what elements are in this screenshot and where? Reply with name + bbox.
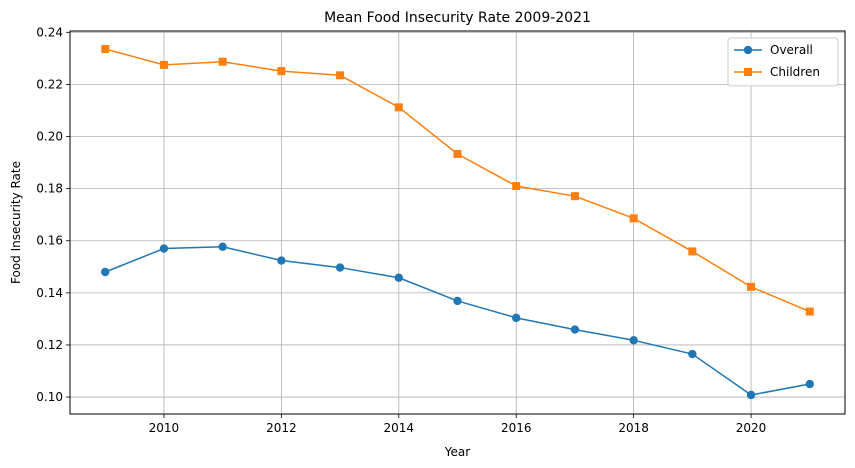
children-data-point — [453, 149, 462, 158]
overall-data-point — [629, 336, 638, 345]
children-data-point — [629, 214, 638, 223]
children-data-point — [805, 307, 814, 316]
children-data-point — [101, 44, 110, 53]
y-tick-label: 0.22 — [36, 77, 63, 91]
overall-data-point — [746, 390, 756, 400]
overall-data-point — [453, 296, 462, 306]
legend: Overall Children — [727, 37, 839, 87]
children-data-point — [159, 60, 168, 69]
overall-legend-marker — [743, 45, 753, 55]
children-data-point — [218, 57, 227, 66]
children-legend-label: Children — [770, 65, 820, 79]
y-tick-label: 0.16 — [36, 234, 63, 248]
overall-data-point — [512, 313, 521, 323]
overall-legend-label: Overall — [770, 43, 813, 57]
y-tick-label: 0.10 — [36, 390, 63, 404]
children-data-point — [336, 71, 345, 80]
plot-frame — [69, 30, 846, 415]
overall-data-point — [218, 242, 227, 251]
x-tick-label: 2012 — [266, 421, 297, 435]
y-tick-label: 0.14 — [36, 286, 63, 300]
y-tick-label: 0.20 — [36, 130, 63, 144]
series-layer — [101, 44, 814, 400]
chart-title: Mean Food Insecurity Rate 2009-2021 — [324, 10, 591, 26]
overall-data-point — [688, 349, 697, 359]
x-axis-title: Year — [444, 445, 470, 459]
overall-data-point — [101, 267, 110, 277]
grid-lines — [70, 31, 845, 414]
x-tick-label: 2018 — [618, 421, 649, 435]
x-tick-label: 2020 — [736, 421, 767, 435]
y-tick-label: 0.18 — [36, 182, 63, 196]
overall-data-point — [159, 244, 169, 253]
children-data-point — [512, 182, 521, 191]
y-tick-label: 0.24 — [36, 25, 63, 39]
children-data-point — [570, 192, 579, 201]
children-data-point — [394, 103, 403, 112]
x-tick-label: 2014 — [384, 421, 415, 435]
x-tick-label: 2016 — [501, 421, 532, 435]
y-axis-title: Food Insecurity Rate — [9, 161, 23, 284]
x-tick-label: 2010 — [149, 421, 180, 435]
overall-data-point — [394, 273, 403, 282]
overall-data-point — [805, 379, 814, 389]
y-tick-label: 0.12 — [36, 338, 63, 352]
children-legend-marker — [744, 68, 752, 76]
children-data-point — [688, 247, 697, 256]
axis-ticks: 2010 2012 2014 2016 2018 2020 0.10 0.12 0.14 0.16… — [36, 25, 766, 435]
children-data-point — [747, 282, 756, 291]
overall-data-point — [570, 325, 580, 334]
overall-data-point — [277, 256, 286, 265]
overall-data-point — [335, 263, 345, 272]
children-data-point — [277, 67, 286, 76]
